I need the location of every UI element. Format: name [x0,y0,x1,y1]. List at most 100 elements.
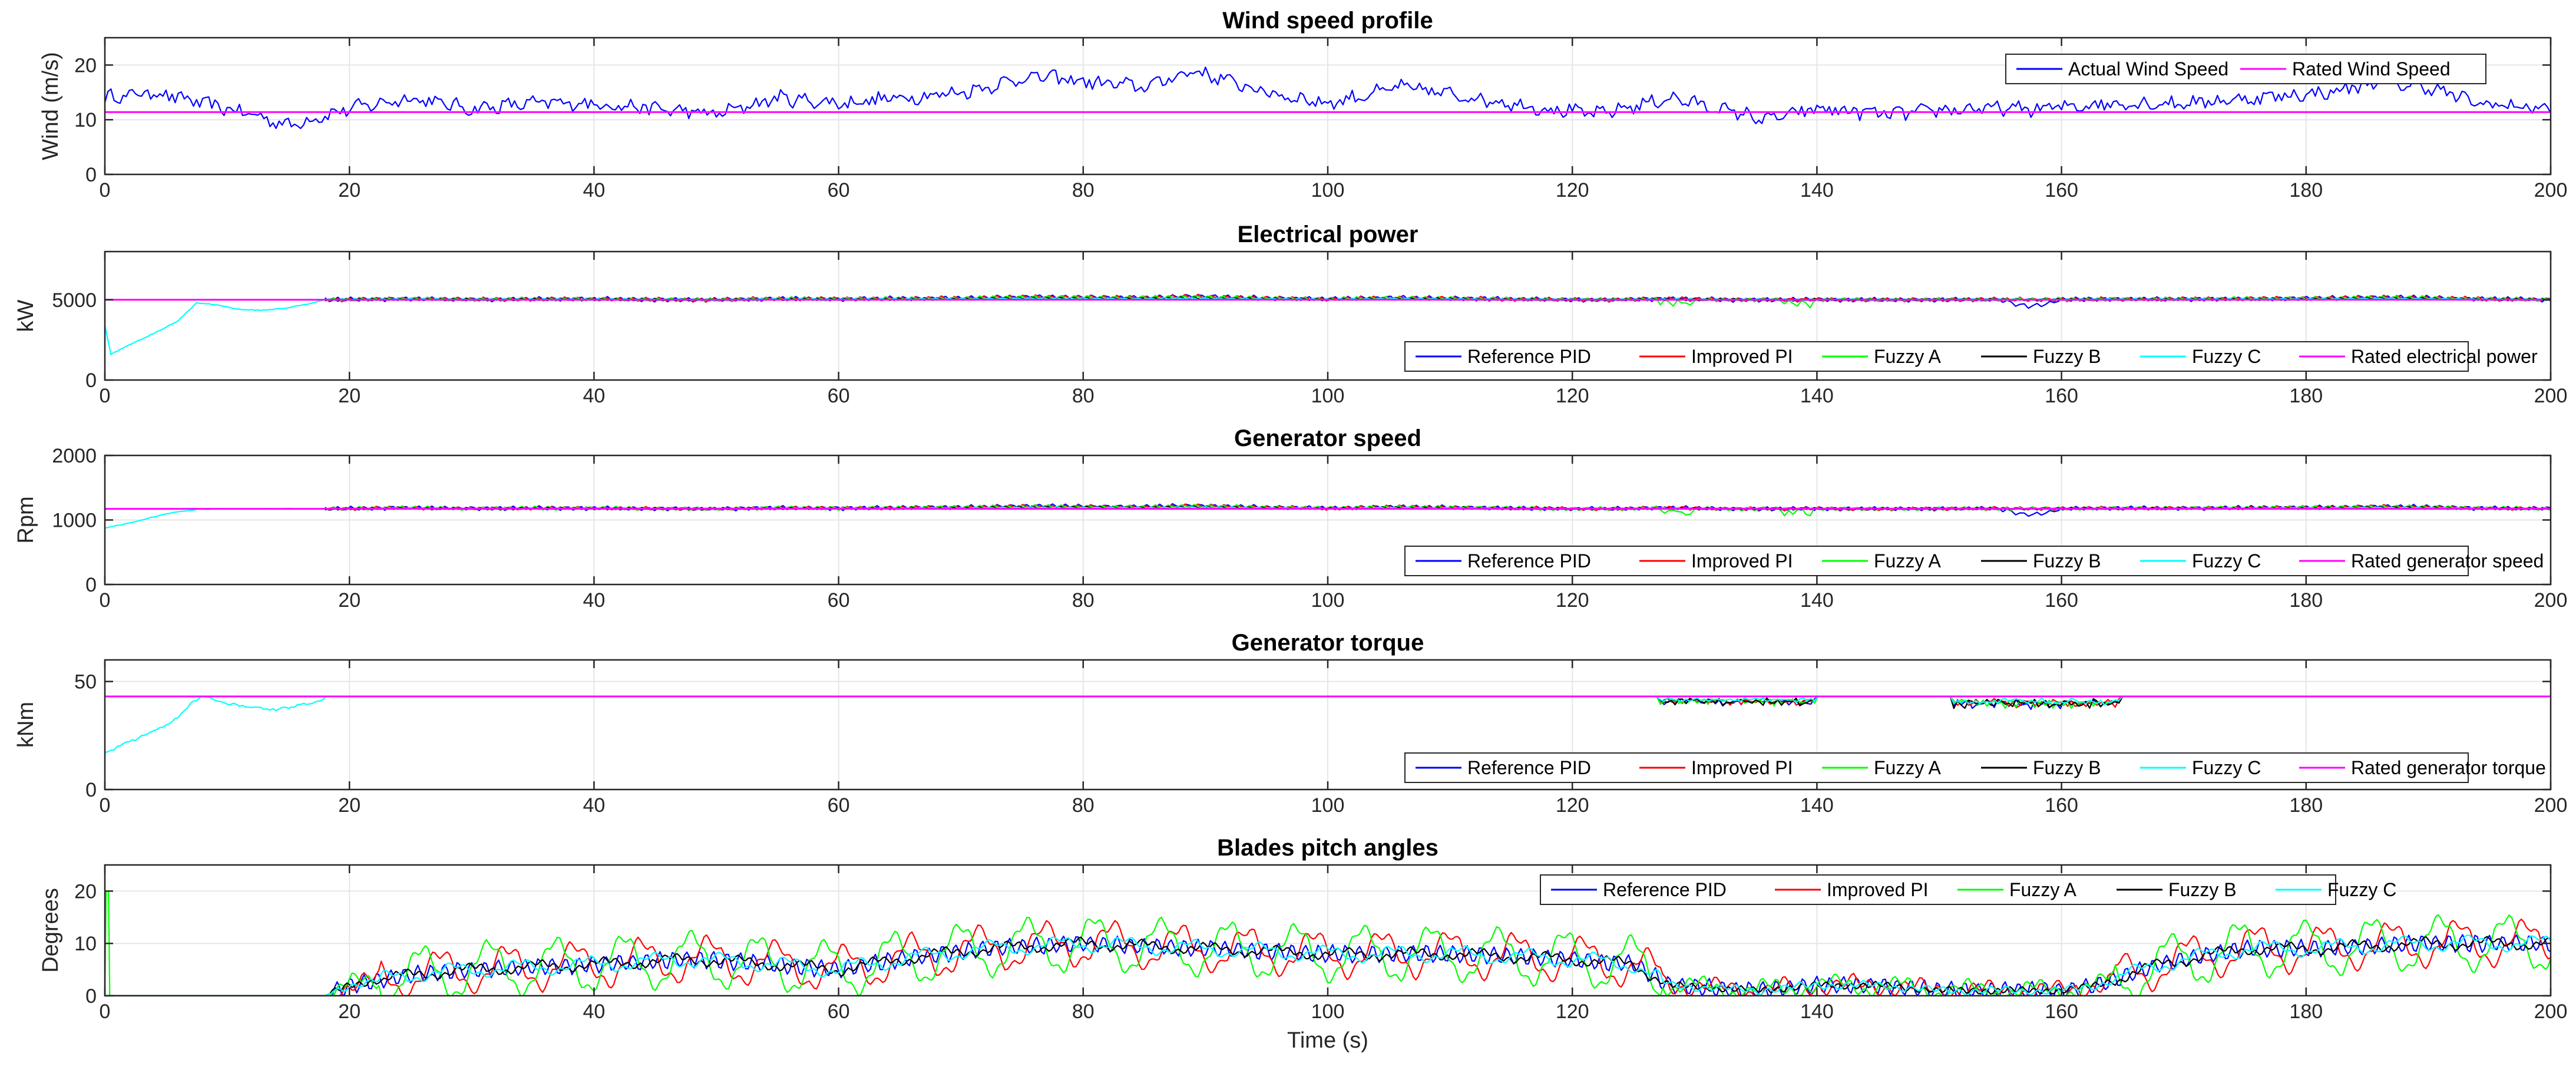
x-tick-label: 160 [2045,589,2078,612]
legend: Reference PID Improved PI Fuzzy A Fuzzy B Fu… [1404,341,2538,372]
legend-label-fuzzy-a: Fuzzy A [1874,550,1941,572]
chart-title: Electrical power [1238,222,1418,247]
y-tick-label: 20 [74,880,97,903]
data-layer [105,890,2551,996]
chart-title: Wind speed profile [1222,8,1433,34]
data-layer [105,695,2551,754]
x-tick-label: 20 [338,385,361,407]
panel-wind-speed-profile: 0 20 40 60 80 100 120 140 160 180 200 0 10 20 Wind spe… [38,8,2567,202]
y-axis-label: Rpm [14,496,38,543]
y-tick-label: 5000 [52,289,97,312]
x-tick-label: 0 [100,589,111,612]
legend-box [1540,874,2336,905]
x-tick-label: 80 [1072,179,1094,202]
y-tick-label: 0 [85,369,97,392]
chart-title: Generator speed [1234,425,1421,451]
legend-label-rated-generator-speed: Rated generator speed [2351,550,2544,572]
x-tick-label: 180 [2289,1000,2323,1023]
x-tick-label: 160 [2045,179,2078,202]
legend-label-improved-pi: Improved PI [1691,346,1793,367]
legend-label-fuzzy-c: Fuzzy C [2192,757,2261,778]
legend-label-fuzzy-b: Fuzzy B [2033,550,2101,572]
x-tick-label: 160 [2045,385,2078,407]
x-tick-label: 120 [1556,794,1589,817]
series-fuzzy-a [105,890,2551,996]
panel-generator-torque: 0 20 40 60 80 100 120 140 160 180 200 0 50 Generator … [14,630,2567,817]
x-tick-label: 40 [583,385,605,407]
legend-label-fuzzy-b: Fuzzy B [2033,757,2101,778]
chart-title: Blades pitch angles [1217,835,1439,861]
legend-box [1404,752,2469,783]
legend-label-rated-electrical-power: Rated electrical power [2351,346,2538,367]
x-tick-label: 80 [1072,589,1094,612]
x-tick-label: 0 [100,794,111,817]
x-tick-label: 160 [2045,794,2078,817]
data-layer [105,503,2551,529]
x-tick-label: 140 [1800,589,1834,612]
series-actual-wind-speed [105,66,2551,130]
y-tick-label: 2000 [52,445,97,467]
legend: Reference PID Improved PI Fuzzy A Fuzzy B Fu… [1540,874,2396,905]
x-tick-label: 180 [2289,385,2323,407]
y-tick-label: 0 [85,985,97,1008]
series-fuzzy-c [105,934,2551,996]
y-axis-label: Wind (m/s) [38,52,63,160]
legend-label-fuzzy-a: Fuzzy A [1874,346,1941,367]
x-tick-label: 120 [1556,179,1589,202]
x-tick-label: 120 [1556,1000,1589,1023]
x-tick-label: 60 [828,589,850,612]
panel-electrical-power: 0 20 40 60 80 100 120 140 160 180 200 0 5000 Electric… [14,222,2567,407]
data-layer [105,293,2551,355]
x-tick-label: 40 [583,794,605,817]
legend-label-reference-pid: Reference PID [1467,757,1591,778]
legend-label-improved-pi: Improved PI [1691,757,1793,778]
legend-label-rated-wind-speed: Rated Wind Speed [2292,58,2451,80]
legend-label-fuzzy-c: Fuzzy C [2327,879,2396,900]
series-reference-pid [105,934,2551,996]
legend-label-reference-pid: Reference PID [1603,879,1727,900]
y-tick-label: 0 [85,574,97,596]
y-tick-label: 1000 [52,510,97,532]
y-tick-label: 0 [85,164,97,186]
x-tick-label: 100 [1311,794,1345,817]
y-tick-label: 50 [74,671,97,693]
y-tick-label: 20 [74,54,97,77]
legend-label-fuzzy-b: Fuzzy B [2033,346,2101,367]
x-tick-label: 40 [583,179,605,202]
y-axis-label: kNm [14,702,38,748]
x-tick-label: 80 [1072,794,1094,817]
x-tick-label: 100 [1311,1000,1345,1023]
legend-label-reference-pid: Reference PID [1467,550,1591,572]
x-tick-label: 80 [1072,385,1094,407]
legend-label-fuzzy-a: Fuzzy A [1874,757,1941,778]
legend-label-improved-pi: Improved PI [1691,550,1793,572]
x-tick-label: 0 [100,385,111,407]
x-tick-label: 60 [828,794,850,817]
x-tick-label: 0 [100,179,111,202]
legend-label-fuzzy-b: Fuzzy B [2168,879,2237,900]
legend-label-fuzzy-c: Fuzzy C [2192,346,2261,367]
series-improved-pi [105,919,2551,996]
y-tick-label: 10 [74,933,97,955]
legend-label-fuzzy-c: Fuzzy C [2192,550,2261,572]
y-axis-label: Degrees [38,888,63,973]
x-tick-label: 20 [338,794,361,817]
x-tick-label: 160 [2045,1000,2078,1023]
x-tick-label: 200 [2534,794,2568,817]
panel-blades-pitch-angles: 0 20 40 60 80 100 120 140 160 180 200 0 10 20 Blades p… [38,835,2567,1053]
panel-generator-speed: 0 20 40 60 80 100 120 140 160 180 200010002000Gene… [14,425,2567,612]
x-tick-label: 80 [1072,1000,1094,1023]
x-tick-label: 200 [2534,385,2568,407]
data-layer [105,66,2551,130]
x-tick-label: 120 [1556,589,1589,612]
series-fuzzy-b [105,936,2551,996]
legend-label-improved-pi: Improved PI [1827,879,1929,900]
x-tick-label: 40 [583,1000,605,1023]
x-tick-label: 200 [2534,179,2568,202]
x-axis-label: Time (s) [1287,1028,1368,1053]
x-tick-label: 20 [338,589,361,612]
x-tick-label: 60 [828,385,850,407]
legend: Reference PID Improved PI Fuzzy A Fuzzy B Fu… [1404,546,2544,576]
x-tick-label: 140 [1800,179,1834,202]
